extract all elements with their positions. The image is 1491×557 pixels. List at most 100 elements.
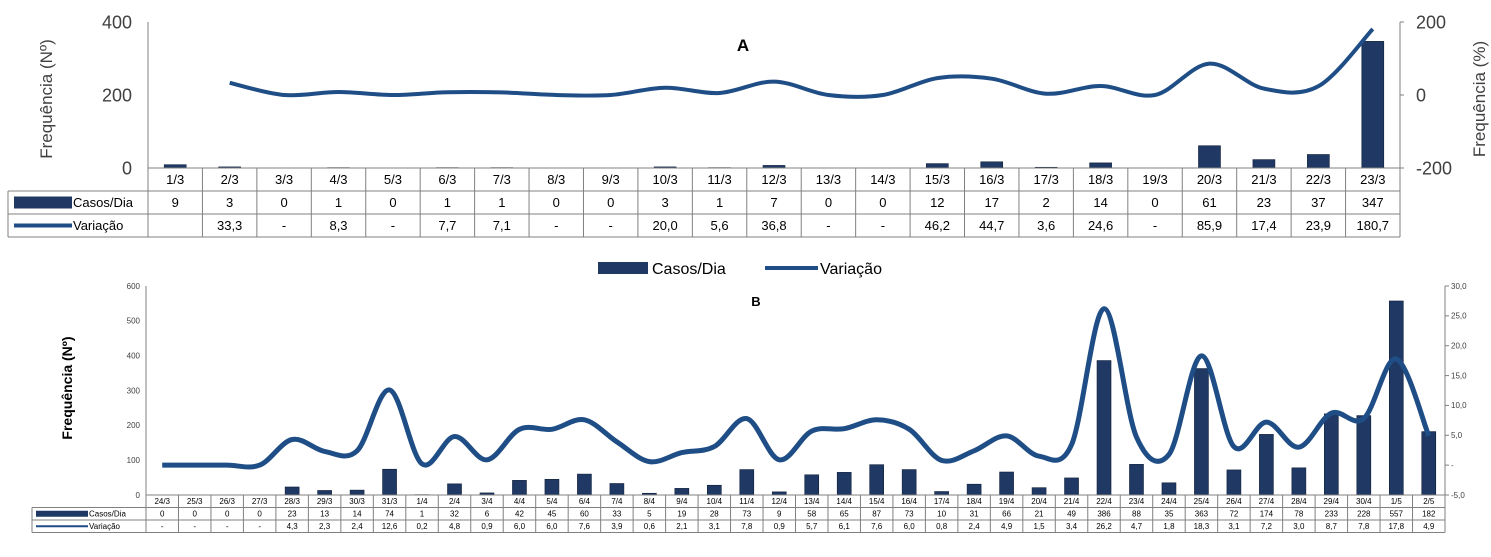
variation-value-label: 3,1 bbox=[1228, 522, 1240, 531]
bar bbox=[512, 480, 527, 496]
bar-value-label: 14 bbox=[1093, 195, 1107, 210]
right-tick-label: 20,0 bbox=[1451, 342, 1467, 351]
bar-value-label: 66 bbox=[1002, 510, 1011, 519]
bar-value-label: 347 bbox=[1362, 195, 1384, 210]
category-label: 2/4 bbox=[449, 497, 461, 506]
bar bbox=[1356, 415, 1372, 496]
bar-value-label: 17 bbox=[985, 195, 999, 210]
variation-value-label: 6,0 bbox=[904, 522, 916, 531]
bar bbox=[382, 468, 397, 496]
left-tick-label: 100 bbox=[127, 456, 141, 465]
category-label: 21/4 bbox=[1064, 497, 1080, 506]
left-tick-label: 200 bbox=[102, 85, 132, 105]
variation-value-label: 17,8 bbox=[1388, 522, 1404, 531]
bar-value-label: 7 bbox=[770, 195, 777, 210]
variation-value-label: 4,8 bbox=[449, 522, 461, 531]
row-key-bar bbox=[36, 510, 88, 517]
bar-value-label: 1 bbox=[335, 195, 342, 210]
bar-value-label: 0 bbox=[553, 195, 560, 210]
category-label: 15/3 bbox=[925, 172, 950, 187]
variation-value-label: 6,0 bbox=[514, 522, 526, 531]
bar-value-label: 0 bbox=[280, 195, 287, 210]
bar-value-label: 58 bbox=[807, 510, 816, 519]
variation-value-label: 4,7 bbox=[1131, 522, 1143, 531]
category-label: 3/4 bbox=[481, 497, 493, 506]
bar bbox=[934, 491, 949, 496]
right-tick-label: - bbox=[1451, 461, 1454, 470]
category-label: 30/3 bbox=[349, 497, 365, 506]
variation-value-label: 3,1 bbox=[709, 522, 721, 531]
bar-value-label: 14 bbox=[353, 510, 362, 519]
bar bbox=[1388, 300, 1404, 496]
category-label: 28/4 bbox=[1291, 497, 1307, 506]
panel-b: B Frequência (Nº) 0100200300400500600-5,… bbox=[31, 282, 1467, 533]
variation-value-label: - bbox=[391, 218, 395, 233]
bar-value-label: 0 bbox=[389, 195, 396, 210]
right-tick-label: 15,0 bbox=[1451, 371, 1467, 380]
variation-value-label: 23,9 bbox=[1306, 218, 1331, 233]
bar-value-label: 0 bbox=[257, 510, 262, 519]
variation-value-label: 2,4 bbox=[352, 522, 364, 531]
variation-value-label: 7,8 bbox=[1358, 522, 1370, 531]
bar-value-label: 1 bbox=[498, 195, 505, 210]
bar-value-label: 557 bbox=[1390, 510, 1404, 519]
bar bbox=[980, 161, 1004, 169]
right-tick-label: -5,0 bbox=[1451, 491, 1465, 500]
variation-value-label: 0,9 bbox=[481, 522, 493, 531]
variation-value-label: 0,2 bbox=[416, 522, 428, 531]
variation-value-label: 17,4 bbox=[1251, 218, 1276, 233]
bar-value-label: 45 bbox=[547, 510, 556, 519]
variation-value-label: 0,6 bbox=[644, 522, 656, 531]
bar-value-label: 88 bbox=[1132, 510, 1141, 519]
bar-value-label: 49 bbox=[1067, 510, 1076, 519]
variation-value-label: - bbox=[258, 522, 261, 531]
bar-value-label: 28 bbox=[710, 510, 719, 519]
category-label: 4/3 bbox=[329, 172, 347, 187]
category-label: 26/3 bbox=[219, 497, 235, 506]
panel-a: A Frequência (Nº) Frequência (%) 0200400… bbox=[7, 12, 1489, 238]
variation-value-label: 3,0 bbox=[1293, 522, 1305, 531]
category-label: 18/3 bbox=[1088, 172, 1113, 187]
category-label: 18/4 bbox=[966, 497, 982, 506]
row-label-line: Variação bbox=[89, 522, 121, 531]
variation-value-label: 7,2 bbox=[1261, 522, 1273, 531]
bar-value-label: 35 bbox=[1165, 510, 1174, 519]
variation-value-label: 7,6 bbox=[579, 522, 591, 531]
category-label: 30/4 bbox=[1356, 497, 1372, 506]
category-label: 7/3 bbox=[493, 172, 511, 187]
left-tick-label: 300 bbox=[127, 386, 141, 395]
bar bbox=[1064, 477, 1079, 496]
bar bbox=[1291, 467, 1307, 496]
bar-value-label: 42 bbox=[515, 510, 524, 519]
legend-bar-label: Casos/Dia bbox=[652, 261, 726, 278]
variation-value-label: 5,7 bbox=[806, 522, 818, 531]
variation-value-label: 3,9 bbox=[611, 522, 623, 531]
bar bbox=[284, 486, 300, 496]
bar bbox=[1161, 482, 1177, 496]
bar-value-label: 23 bbox=[1257, 195, 1271, 210]
category-label: 8/3 bbox=[547, 172, 565, 187]
bar-value-label: 174 bbox=[1260, 510, 1274, 519]
category-label: 17/3 bbox=[1034, 172, 1059, 187]
right-tick-label: 10,0 bbox=[1451, 401, 1467, 410]
bar-value-label: 23 bbox=[288, 510, 297, 519]
panel-b-label: B bbox=[751, 294, 760, 309]
bar-value-label: 65 bbox=[840, 510, 849, 519]
bar-value-label: 0 bbox=[1151, 195, 1158, 210]
bar-value-label: 3 bbox=[226, 195, 233, 210]
variation-value-label: 20,0 bbox=[652, 218, 677, 233]
variation-value-label: 7,8 bbox=[741, 522, 753, 531]
bar-value-label: 78 bbox=[1294, 510, 1303, 519]
variation-value-label: 26,2 bbox=[1096, 522, 1112, 531]
bar bbox=[1129, 464, 1144, 496]
bar-value-label: 1 bbox=[420, 510, 425, 519]
category-label: 19/3 bbox=[1142, 172, 1167, 187]
bar bbox=[1361, 41, 1385, 169]
right-tick-label: 25,0 bbox=[1451, 312, 1467, 321]
category-label: 5/3 bbox=[384, 172, 402, 187]
bar bbox=[1307, 154, 1330, 169]
bar bbox=[1089, 162, 1112, 169]
category-label: 7/4 bbox=[611, 497, 623, 506]
bar bbox=[804, 474, 820, 496]
